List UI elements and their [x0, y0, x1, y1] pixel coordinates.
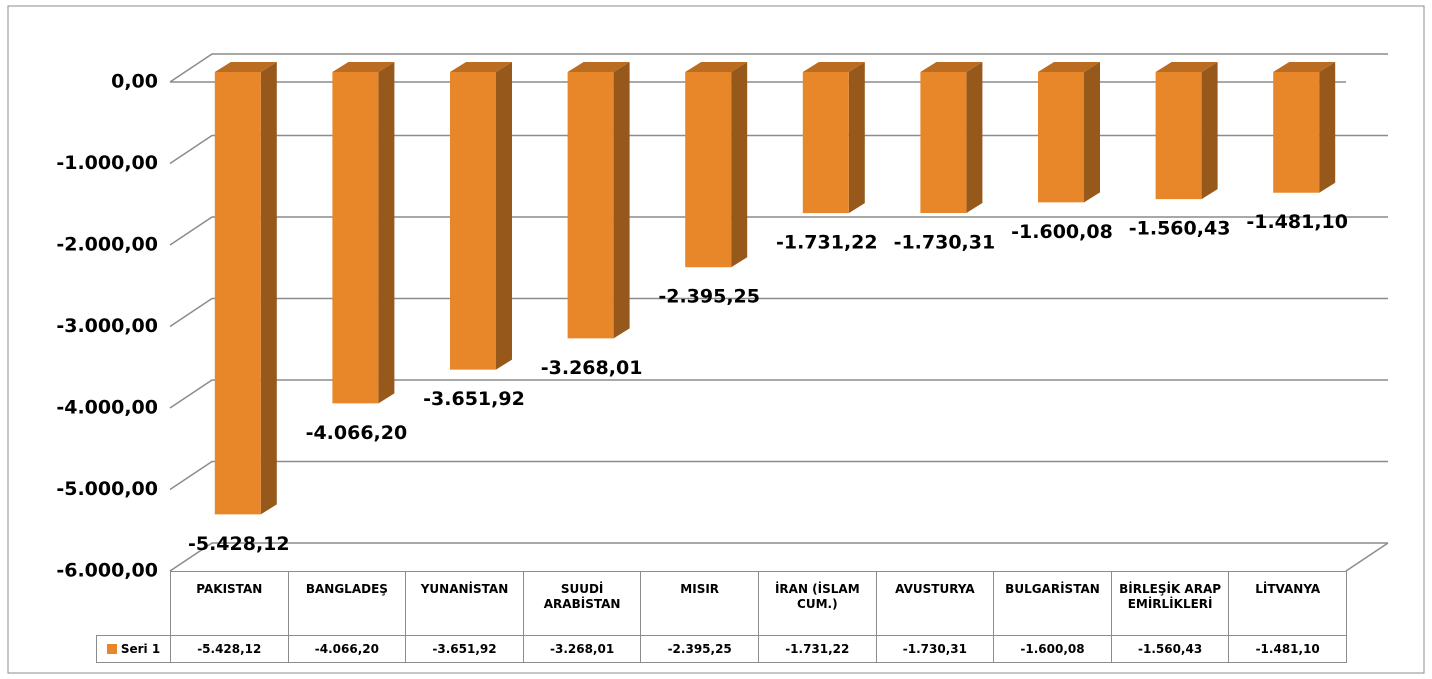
value-cell: -3.268,01 — [522, 635, 642, 663]
legend-label: Seri 1 — [120, 641, 161, 656]
bar-top — [920, 62, 983, 72]
data-label: -2.395,25 — [658, 286, 760, 308]
bar-side — [966, 62, 983, 214]
bar-front — [567, 72, 614, 339]
bar-side — [613, 62, 630, 339]
y-tick-label: -4.000,00 — [56, 397, 158, 419]
category-cell: İRAN (İSLAM CUM.) — [758, 571, 877, 636]
y-tick-label: -2.000,00 — [56, 234, 158, 256]
bar — [567, 62, 630, 339]
bar-side — [496, 62, 512, 370]
bar-side — [1319, 62, 1336, 193]
legend-cell: Seri 1 — [96, 635, 171, 663]
grid-line — [169, 379, 1388, 409]
y-tick-label: -6.000,00 — [56, 560, 158, 582]
y-tick-label: 0,00 — [111, 71, 158, 93]
bar-front — [1155, 72, 1202, 200]
grid-line — [169, 216, 1388, 246]
bar-top — [1038, 62, 1100, 72]
value-cell: -1.731,22 — [758, 635, 877, 663]
bar — [450, 62, 512, 370]
y-tick-label: -3.000,00 — [56, 315, 158, 337]
data-label: -3.268,01 — [541, 357, 643, 379]
grid-line — [169, 134, 1388, 165]
value-cell: -5.428,12 — [170, 635, 289, 663]
category-cell: BULGARİSTAN — [993, 571, 1112, 636]
value-cell: -1.600,08 — [993, 635, 1112, 663]
category-cell: YUNANİSTAN — [405, 571, 524, 636]
bar-front — [332, 72, 379, 404]
bar-top — [214, 62, 277, 72]
bar-side — [378, 62, 395, 404]
legend-swatch — [106, 644, 117, 654]
bar-front — [450, 72, 496, 370]
bar-top — [1273, 62, 1336, 72]
grid-line — [169, 542, 1388, 572]
value-cell: -1.481,10 — [1228, 635, 1347, 663]
bar-top — [1155, 62, 1218, 72]
category-cell: BANGLADEŞ — [287, 571, 407, 636]
bar-top — [685, 62, 748, 72]
bar — [802, 62, 865, 214]
category-cell: LİTVANYA — [1228, 571, 1347, 636]
value-cell: -4.066,20 — [287, 635, 407, 663]
bar-front — [1273, 72, 1320, 193]
bar — [214, 62, 277, 515]
data-label: -1.731,22 — [776, 232, 878, 254]
bar-top — [450, 62, 512, 72]
bar — [1155, 62, 1218, 200]
bar-top — [332, 62, 395, 72]
bar-side — [1084, 62, 1100, 203]
y-tick-label: -5.000,00 — [56, 478, 158, 500]
bar-side — [260, 62, 277, 515]
category-cell: PAKISTAN — [170, 571, 289, 636]
value-cell: -1.560,43 — [1110, 635, 1230, 663]
floor-edge — [1345, 542, 1389, 572]
bar-front — [802, 72, 849, 214]
value-cell: -1.730,31 — [875, 635, 995, 663]
grid-line — [169, 297, 1388, 328]
bar-front — [920, 72, 967, 214]
bar-top — [567, 62, 630, 72]
category-cell: AVUSTURYA — [875, 571, 995, 636]
bar-front — [685, 72, 732, 268]
bar — [1273, 62, 1336, 193]
bar — [332, 62, 395, 404]
value-cell: -2.395,25 — [640, 635, 759, 663]
grid-line — [169, 460, 1388, 491]
bar-side — [731, 62, 748, 268]
bar-front — [1038, 72, 1084, 203]
data-label: -1.600,08 — [1011, 221, 1113, 243]
bar-front — [214, 72, 261, 515]
data-label: -1.481,10 — [1246, 211, 1348, 233]
data-label: -1.560,43 — [1129, 218, 1231, 240]
bar-side — [848, 62, 865, 214]
category-cell: MISIR — [640, 571, 759, 636]
data-label: -5.428,12 — [188, 533, 290, 555]
data-label: -3.651,92 — [423, 388, 525, 410]
data-label: -1.730,31 — [894, 232, 996, 254]
y-tick-label: -1.000,00 — [56, 152, 158, 174]
bar — [920, 62, 983, 214]
bar — [1038, 62, 1100, 203]
grid-line — [169, 53, 1388, 83]
category-cell: BİRLEŞİK ARAP EMİRLİKLERİ — [1110, 571, 1230, 636]
value-cell: -3.651,92 — [405, 635, 524, 663]
category-cell: SUUDİ ARABİSTAN — [522, 571, 642, 636]
data-label: -4.066,20 — [306, 422, 408, 444]
bar-side — [1201, 62, 1218, 200]
bar-top — [802, 62, 865, 72]
bar — [685, 62, 748, 268]
